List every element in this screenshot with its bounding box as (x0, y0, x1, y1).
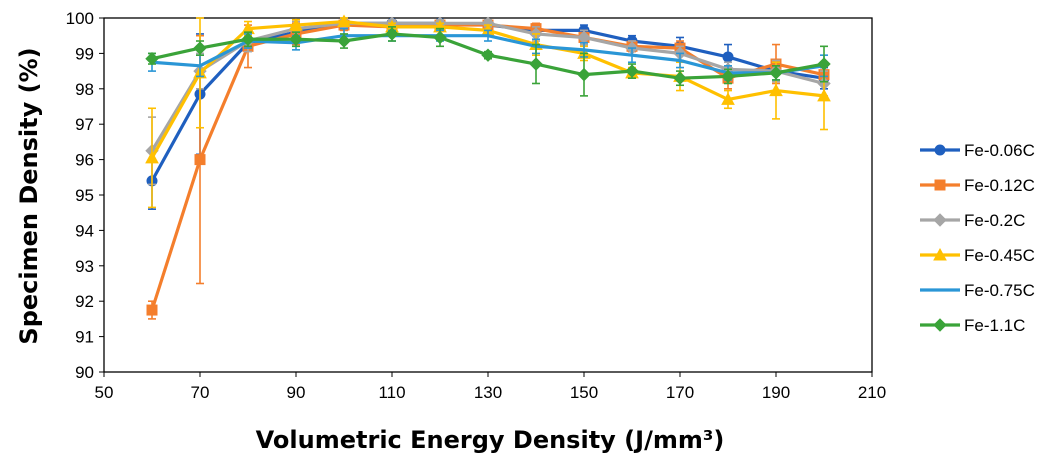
data-point (145, 52, 159, 66)
y-tick-label: 90 (75, 363, 94, 382)
data-point (194, 154, 206, 166)
series-layer (145, 14, 831, 320)
legend: Fe-0.06C Fe-0.12C Fe-0.2C Fe-0.45C Fe-0.75C F… (920, 141, 1035, 335)
data-point (145, 150, 159, 164)
legend-marker (934, 179, 946, 191)
y-tick-label: 97 (75, 115, 94, 134)
x-tick-label: 170 (666, 383, 694, 402)
series-line (151, 34, 825, 75)
x-tick-label: 70 (191, 383, 210, 402)
legend-marker (933, 318, 947, 332)
x-tick-label: 210 (858, 383, 886, 402)
data-point (817, 88, 831, 102)
data-point (241, 32, 255, 46)
legend-label: Fe-1.1C (964, 316, 1025, 335)
y-tick-label: 94 (75, 221, 94, 240)
data-point (385, 27, 399, 41)
legend-label: Fe-0.06C (964, 141, 1035, 160)
y-tick-label: 100 (66, 9, 94, 28)
legend-item: Fe-0.2C (920, 211, 1025, 230)
y-tick-label: 93 (75, 257, 94, 276)
x-tick-label: 110 (378, 383, 405, 402)
y-tick-label: 92 (75, 292, 94, 311)
data-point (673, 71, 687, 85)
y-axis: 90 91 92 93 94 95 96 97 98 99 100 (66, 9, 104, 382)
x-tick-label: 190 (762, 383, 790, 402)
x-tick-label: 150 (570, 383, 598, 402)
y-tick-label: 95 (75, 186, 94, 205)
data-point (481, 48, 495, 62)
x-axis-title: Volumetric Energy Density (J/mm³) (256, 426, 725, 454)
data-point (433, 30, 447, 45)
legend-item: Fe-0.45C (920, 246, 1035, 265)
series-fe-1-1c (145, 26, 831, 97)
data-point (337, 14, 351, 28)
data-point (817, 57, 831, 71)
data-point (577, 67, 591, 82)
data-point (289, 32, 303, 46)
legend-label: Fe-0.12C (964, 176, 1035, 195)
legend-item: Fe-0.75C (920, 281, 1035, 300)
x-tick-label: 130 (474, 383, 502, 402)
data-point (769, 66, 783, 80)
legend-item: Fe-1.1C (920, 316, 1025, 335)
x-tick-label: 50 (95, 383, 114, 402)
legend-item: Fe-0.12C (920, 176, 1035, 195)
data-point (529, 57, 543, 71)
y-axis-title: Specimen Density (%) (15, 47, 43, 344)
y-tick-label: 98 (75, 80, 94, 99)
data-point (337, 34, 351, 48)
data-point (289, 18, 303, 31)
data-point (625, 64, 639, 78)
data-point (769, 83, 783, 97)
legend-label: Fe-0.2C (964, 211, 1025, 230)
legend-label: Fe-0.45C (964, 246, 1035, 265)
legend-marker (934, 144, 946, 156)
data-point (193, 41, 207, 55)
y-tick-label: 91 (75, 328, 94, 347)
y-tick-label: 96 (75, 151, 94, 170)
legend-item: Fe-0.06C (920, 141, 1035, 160)
data-point (146, 304, 158, 316)
data-point (721, 92, 735, 105)
data-point (722, 51, 734, 63)
legend-marker (933, 213, 947, 227)
x-axis: 50 70 90 110 130 150 170 190 210 (95, 372, 886, 402)
data-point (721, 69, 735, 84)
legend-label: Fe-0.75C (964, 281, 1035, 300)
y-tick-label: 99 (75, 44, 94, 63)
legend-marker (933, 247, 947, 261)
x-tick-label: 90 (287, 383, 306, 402)
